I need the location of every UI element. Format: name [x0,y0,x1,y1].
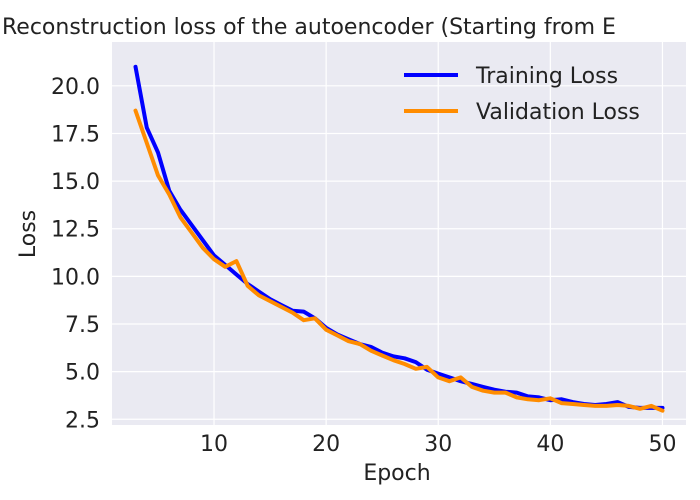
validation-loss-line [133,108,665,413]
x-tick-label: 30 [424,432,452,457]
y-tick-label: 12.5 [51,218,100,243]
series-lines [133,64,665,413]
chart-title: Reconstruction loss of the autoencoder (… [2,15,616,40]
y-tick-label: 15.0 [51,170,100,195]
y-tick-label: 7.5 [65,313,100,338]
x-tick-label: 40 [536,432,564,457]
legend-label-training: Training Loss [475,64,618,89]
x-axis-label: Epoch [363,461,430,486]
y-tick-label: 17.5 [51,122,100,147]
tick-labels: 10 20 30 40 50 2.5 5.0 7.5 10.0 12.5 15.0 17.5 20.0 [51,75,676,457]
y-axis-label: Loss [16,210,41,258]
x-tick-label: 20 [312,432,340,457]
legend: Training Loss Validation Loss [404,64,640,125]
x-tick-label: 10 [200,432,228,457]
y-tick-label: 5.0 [65,361,100,386]
legend-label-validation: Validation Loss [476,100,640,125]
x-tick-label: 50 [648,432,676,457]
y-tick-label: 20.0 [51,75,100,100]
y-tick-label: 2.5 [65,408,100,433]
grid-lines [112,42,686,425]
y-tick-label: 10.0 [51,265,100,290]
